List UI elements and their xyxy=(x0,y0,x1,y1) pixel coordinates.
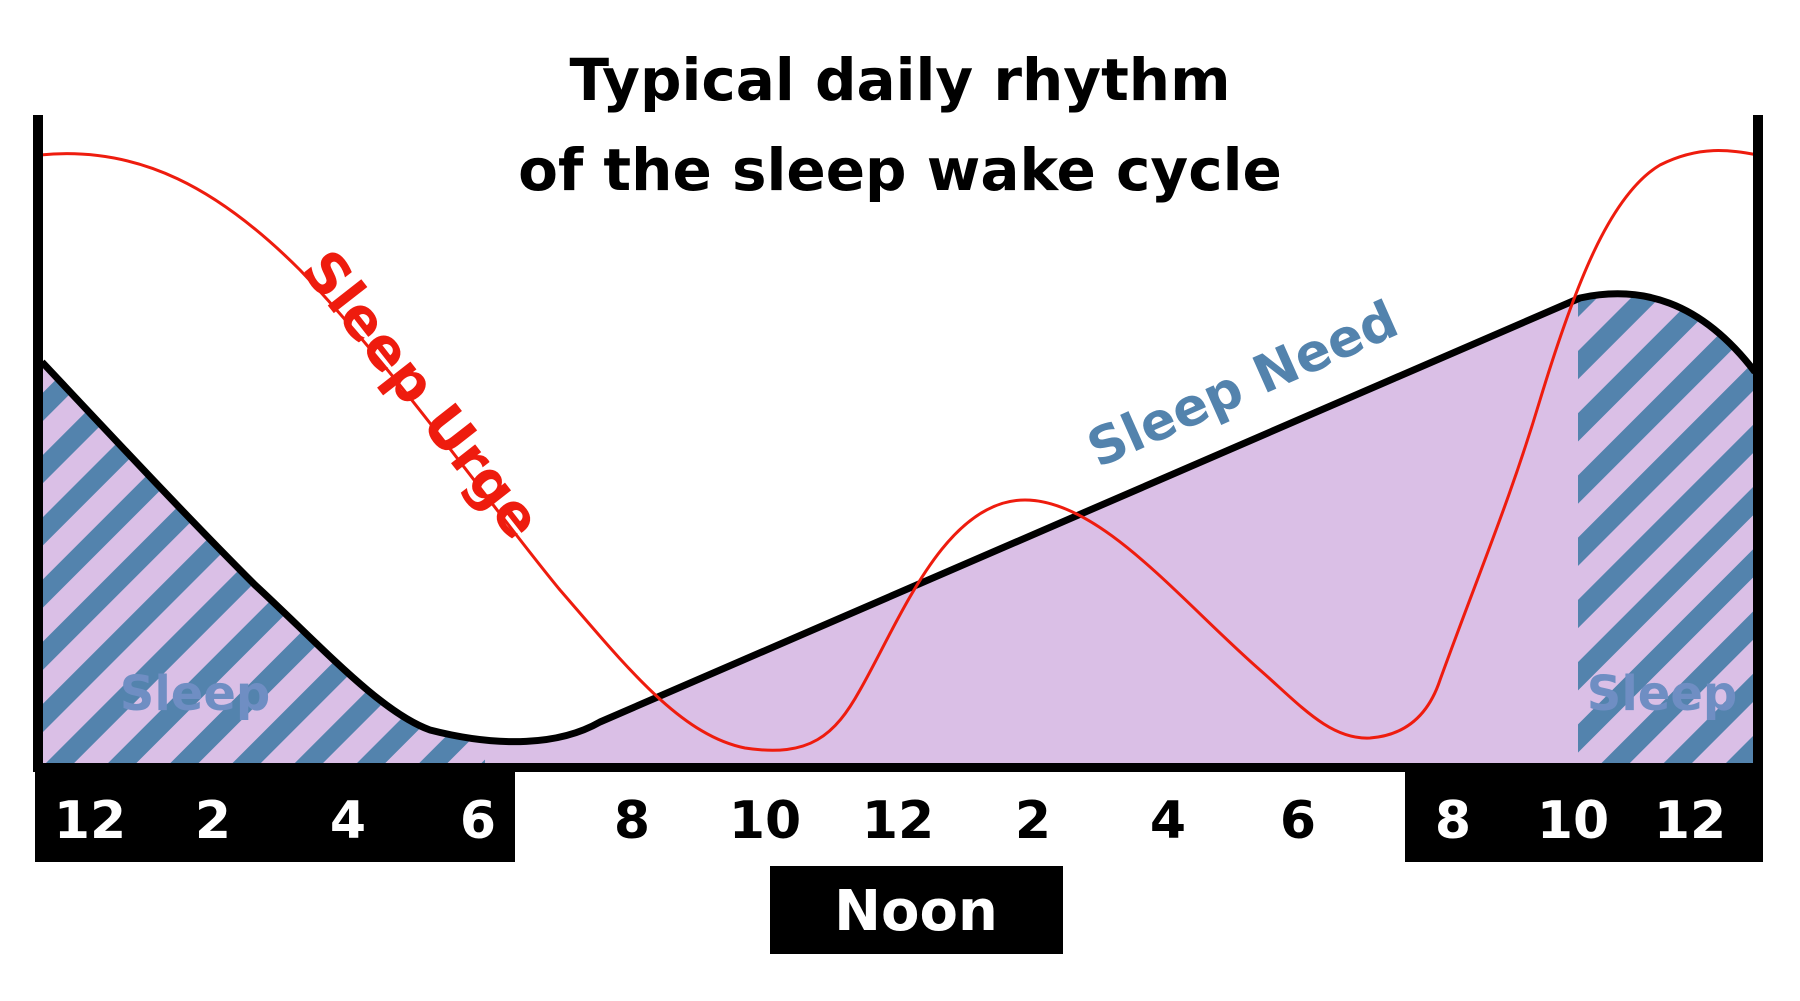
hour-ticks: 12 2 4 6 8 10 12 2 4 6 8 10 12 xyxy=(54,791,1726,851)
hour-tick: 12 xyxy=(1654,791,1726,851)
hour-tick: 6 xyxy=(460,791,496,851)
hour-tick: 10 xyxy=(729,791,801,851)
sleep-urge-label: Sleep Urge xyxy=(289,239,553,552)
hour-tick: 4 xyxy=(330,791,366,851)
hour-tick: 6 xyxy=(1280,791,1316,851)
sleep-urge-line xyxy=(39,149,1759,752)
noon-label: Noon xyxy=(834,879,998,944)
sleep-need-line xyxy=(39,290,1758,746)
hour-tick: 12 xyxy=(862,791,934,851)
noon-box xyxy=(770,866,1063,954)
sleep-stripes-right xyxy=(1578,293,1755,765)
sleep-label-right: Sleep xyxy=(1587,666,1738,722)
sleep-need-area xyxy=(42,293,1755,765)
hour-tick: 8 xyxy=(614,791,650,851)
hour-tick: 12 xyxy=(54,791,126,851)
right-axis xyxy=(1753,115,1763,770)
night-bar-left xyxy=(35,770,515,862)
hour-tick: 10 xyxy=(1537,791,1609,851)
hour-tick: 2 xyxy=(195,791,231,851)
hour-tick: 4 xyxy=(1150,791,1186,851)
sleep-stripes-left xyxy=(42,362,485,765)
night-bar-right xyxy=(1405,770,1763,862)
hour-tick: 2 xyxy=(1015,791,1051,851)
sleep-label-left: Sleep xyxy=(120,666,271,722)
baseline xyxy=(33,763,1763,772)
title-line-2: of the sleep wake cycle xyxy=(518,136,1282,204)
hour-tick: 8 xyxy=(1435,791,1471,851)
title-line-1: Typical daily rhythm xyxy=(569,46,1230,114)
left-axis xyxy=(33,115,43,770)
